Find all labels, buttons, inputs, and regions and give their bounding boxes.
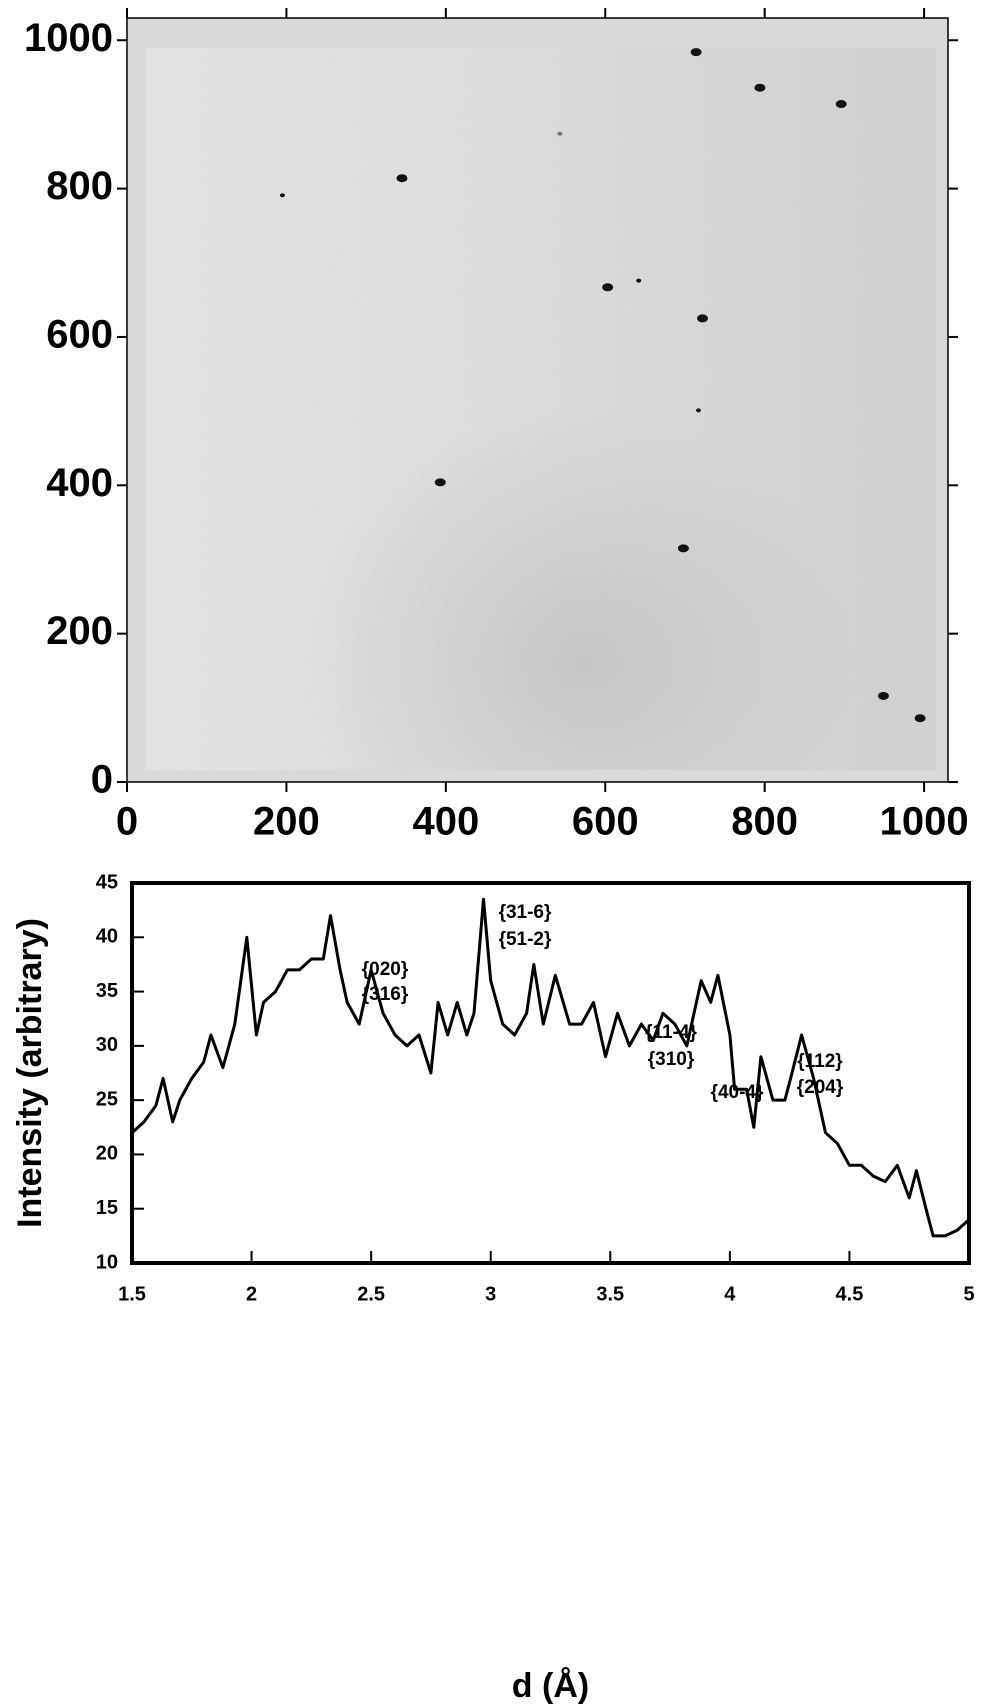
peak-label: {020}	[362, 959, 409, 980]
plot-frame	[126, 17, 949, 783]
peak-label: {204}	[797, 1077, 844, 1098]
x-tick-label: 2.5	[357, 1283, 385, 1305]
x-tick-label: 400	[412, 800, 479, 844]
diffraction-spot	[690, 48, 702, 57]
diffraction-spot	[434, 478, 446, 487]
x-tick-label: 4	[724, 1283, 736, 1305]
diffraction-spot	[602, 283, 614, 292]
diffraction-spot	[636, 278, 642, 283]
y-tick-label: 800	[46, 164, 113, 208]
x-tick-label: 1000	[880, 800, 969, 844]
diffraction-spot	[914, 714, 926, 723]
y-tick-label: 0	[91, 758, 113, 802]
diffraction-spot	[877, 691, 889, 700]
x-tick-label: 800	[731, 800, 798, 844]
y-tick-label: 30	[96, 1034, 118, 1056]
x-tick-label: 1.5	[118, 1283, 146, 1305]
y-tick-label: 600	[46, 313, 113, 357]
y-tick-label: 40	[96, 926, 118, 948]
diffraction-spot	[557, 131, 563, 136]
x-axis-title: d (Å)	[512, 1667, 589, 1705]
y-tick-label: 15	[96, 1197, 118, 1219]
peak-label: {112}	[797, 1051, 843, 1072]
diffraction-spot	[696, 314, 708, 323]
peak-label: {40-4}	[711, 1082, 764, 1103]
y-tick-label: 45	[96, 871, 118, 893]
diffraction-spot	[696, 408, 702, 413]
detector-panel: 0 200 400 600 800 1000 0 200 400 600 800 1000	[24, 8, 969, 844]
detector-noise	[146, 48, 936, 770]
y-tick-label: 1000	[24, 16, 113, 60]
diffraction-spot	[677, 544, 689, 553]
y-tick-label: 200	[46, 609, 113, 653]
y-tick-label: 25	[96, 1088, 118, 1110]
peak-label: {31-6}	[499, 902, 552, 923]
intensity-line	[130, 897, 971, 1238]
diffraction-spot	[754, 83, 766, 92]
peak-label: {316}	[362, 984, 409, 1005]
profile-panel: 1.5 2 2.5 3 3.5 4 4.5 5 10 15 20 25 30 35 40 45 {020} {31…	[11, 871, 975, 1705]
x-tick-label: 4.5	[836, 1283, 864, 1305]
x-tick-label: 600	[572, 800, 639, 844]
peak-label: {310}	[648, 1049, 695, 1070]
plot-frame	[130, 881, 971, 1265]
x-tick-label: 3.5	[596, 1283, 624, 1305]
diffraction-spot	[835, 100, 847, 109]
y-tick-label: 20	[96, 1143, 118, 1165]
peak-label: {11-4}	[645, 1022, 697, 1043]
peak-label: {51-2}	[499, 929, 552, 950]
x-tick-label: 2	[246, 1283, 257, 1305]
y-axis-title: Intensity (arbitrary)	[11, 918, 49, 1228]
y-tick-label: 400	[46, 461, 113, 505]
y-tick-label: 10	[96, 1251, 118, 1273]
x-tick-label: 200	[253, 800, 320, 844]
diffraction-spot	[396, 174, 408, 183]
x-tick-label: 0	[116, 800, 138, 844]
x-tick-label: 3	[485, 1283, 496, 1305]
diffraction-spot	[279, 193, 285, 198]
x-tick-label: 5	[963, 1283, 974, 1305]
y-tick-label: 35	[96, 980, 118, 1002]
